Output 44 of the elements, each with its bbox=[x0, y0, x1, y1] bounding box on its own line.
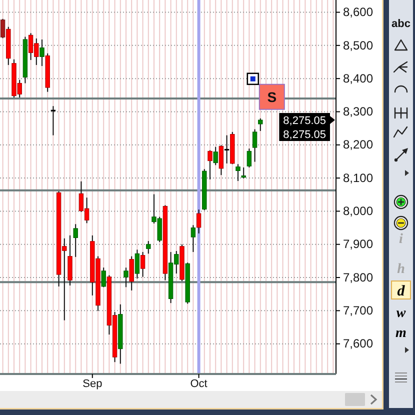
candlestick bbox=[134, 249, 140, 280]
y-tick-label: 7,600 bbox=[343, 336, 374, 351]
y-tick-label: 8,200 bbox=[343, 138, 374, 152]
candlestick bbox=[213, 146, 218, 166]
candlestick bbox=[40, 38, 44, 66]
candlestick bbox=[101, 267, 106, 288]
y-tick-label: 8,400 bbox=[343, 71, 374, 86]
y-tick-label: 8,600 bbox=[343, 5, 374, 20]
candlestick bbox=[68, 234, 72, 286]
x-tick-label: Oct bbox=[190, 378, 208, 390]
y-tick-label: 8,000 bbox=[343, 204, 374, 218]
text: m bbox=[396, 326, 407, 341]
text: abc bbox=[392, 18, 410, 30]
candlestick bbox=[50, 106, 56, 136]
candlestick bbox=[146, 240, 151, 254]
y-tick-label: 7,700 bbox=[343, 304, 374, 318]
candlestick bbox=[218, 144, 224, 176]
candlestick bbox=[208, 150, 212, 180]
annotation: 8,275.05 bbox=[283, 128, 326, 141]
candlestick bbox=[252, 128, 258, 162]
candlestick bbox=[129, 256, 134, 291]
annotation: 8,275.05 bbox=[283, 114, 326, 127]
candlestick bbox=[140, 251, 146, 278]
candlestick bbox=[196, 209, 202, 234]
y-tick-label: 8,300 bbox=[343, 104, 374, 119]
candlestick bbox=[236, 164, 240, 182]
candlestick bbox=[224, 134, 230, 164]
y-tick-label: 8,500 bbox=[343, 38, 374, 52]
x-tick-label: Sep bbox=[82, 378, 102, 390]
candlestick bbox=[246, 148, 252, 168]
candlestick bbox=[190, 224, 196, 252]
candlestick bbox=[258, 118, 263, 132]
text: w bbox=[396, 306, 406, 321]
candlestick bbox=[0, 18, 6, 39]
candlestick bbox=[124, 267, 128, 288]
y-tick-label: 7,900 bbox=[343, 237, 374, 252]
text: d bbox=[397, 283, 406, 300]
annotation: S bbox=[267, 88, 277, 105]
y-tick-label: 7,800 bbox=[343, 270, 374, 284]
text: h bbox=[397, 262, 406, 277]
text: i bbox=[399, 232, 404, 247]
candlestick bbox=[73, 224, 78, 258]
y-tick-label: 8,100 bbox=[343, 170, 374, 185]
candlestick bbox=[241, 166, 246, 179]
